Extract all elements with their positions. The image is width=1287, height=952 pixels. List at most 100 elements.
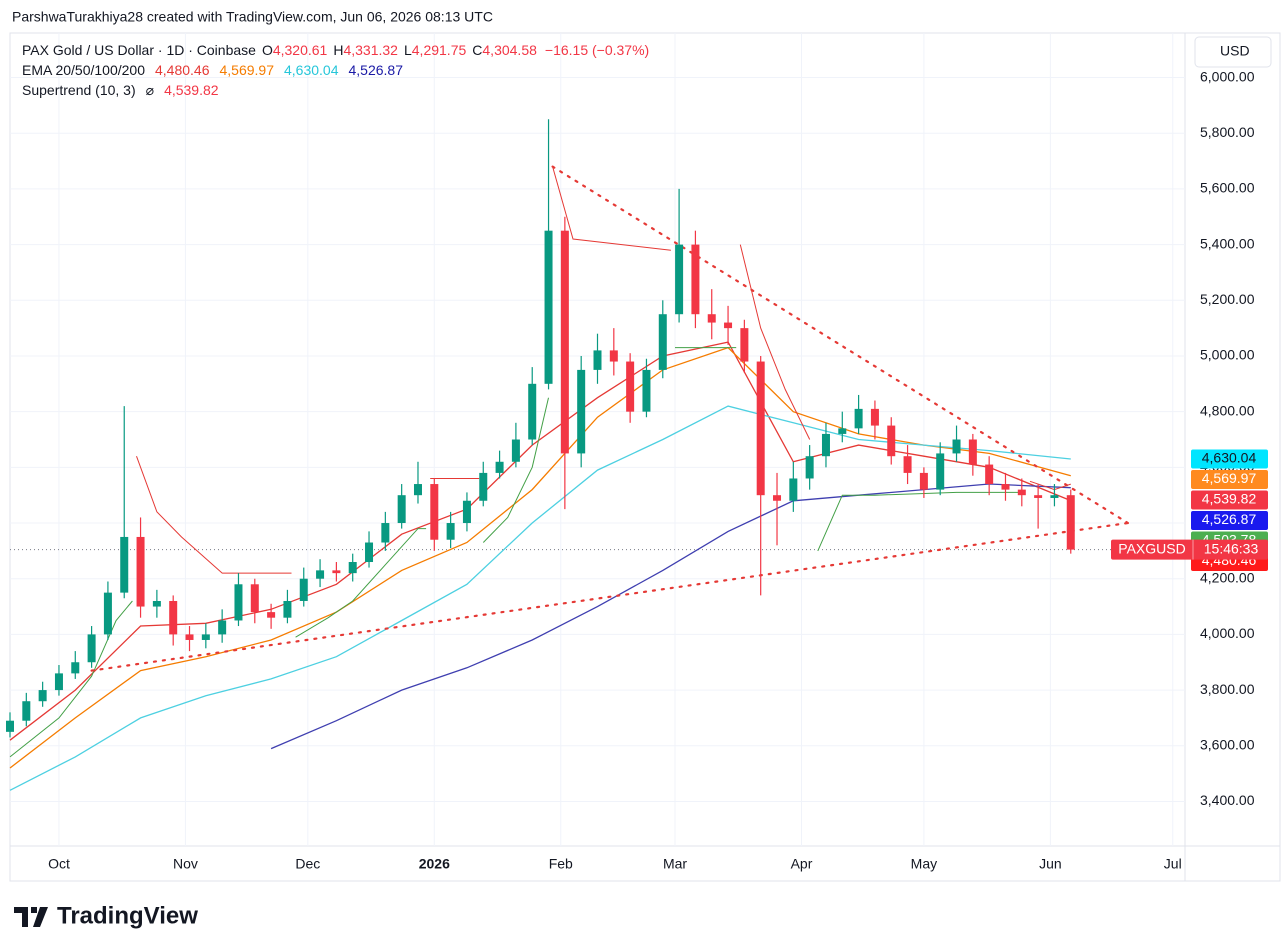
x-tick-label: Jun bbox=[1039, 856, 1062, 872]
candle-body bbox=[462, 500, 471, 524]
ema-line bbox=[9, 405, 1071, 791]
candle-body bbox=[365, 542, 374, 563]
currency-button[interactable] bbox=[1194, 36, 1272, 68]
x-tick-label: Jul bbox=[1164, 856, 1182, 872]
legend-item: PAX Gold / US Dollar · 1D · Coinbase bbox=[22, 42, 256, 58]
price-label-box bbox=[1191, 449, 1268, 469]
candle-body bbox=[593, 350, 602, 370]
legend-item: H bbox=[333, 42, 343, 58]
candle-body bbox=[218, 620, 227, 635]
candle-body bbox=[103, 592, 112, 635]
x-tick-label: Apr bbox=[791, 856, 813, 872]
candle-body bbox=[985, 464, 994, 485]
candle-body bbox=[642, 369, 651, 412]
legend-item: 4,480.46 bbox=[155, 62, 210, 78]
candle-body bbox=[22, 701, 31, 721]
legend-item: EMA 20/50/100/200 bbox=[22, 62, 145, 78]
legend-item: 4,291.75 bbox=[412, 42, 467, 58]
y-tick-label: 5,600.00 bbox=[1200, 180, 1255, 196]
ema-line bbox=[9, 341, 1072, 741]
candle-body bbox=[283, 600, 292, 618]
y-tick-label: 3,600.00 bbox=[1200, 736, 1255, 752]
candle-body bbox=[968, 439, 977, 465]
candle-body bbox=[267, 612, 276, 618]
candle-body bbox=[1066, 495, 1075, 550]
legend-item: C bbox=[472, 42, 482, 58]
credit: ParshwaTurakhiya28 created with TradingV… bbox=[12, 9, 493, 25]
candle-body bbox=[838, 428, 847, 434]
x-tick-label: 2026 bbox=[419, 856, 450, 872]
legend: PAX Gold / US Dollar · 1D · Coinbase O4,3… bbox=[22, 42, 649, 98]
currency[interactable]: USD bbox=[1220, 43, 1250, 59]
candle-body bbox=[919, 472, 928, 490]
y-tick-label: 4,800.00 bbox=[1200, 402, 1255, 418]
candle-body bbox=[152, 600, 161, 607]
y-tick-label: 6,000.00 bbox=[1200, 68, 1255, 84]
candle-body bbox=[413, 484, 422, 496]
candle-body bbox=[740, 328, 749, 362]
candle-body bbox=[544, 230, 553, 384]
candle-body bbox=[936, 453, 945, 490]
candle-body bbox=[952, 439, 961, 454]
candle-body bbox=[773, 495, 782, 501]
candle-body bbox=[1001, 484, 1010, 490]
ema-line bbox=[9, 346, 1071, 769]
legend-item: 4,526.87 bbox=[349, 62, 404, 78]
price-label: 4,539.82 bbox=[1202, 491, 1257, 507]
trendline bbox=[90, 521, 1129, 672]
candle-body bbox=[6, 720, 14, 732]
y-tick-label: 4,000.00 bbox=[1200, 625, 1255, 641]
price-label-box bbox=[1191, 469, 1268, 489]
candle-body bbox=[805, 456, 814, 479]
candle-body bbox=[870, 408, 879, 426]
y-tick-label: 3,400.00 bbox=[1200, 792, 1255, 808]
x-tick-label: Dec bbox=[295, 856, 320, 872]
brand-logo bbox=[14, 907, 48, 927]
legend-item: L bbox=[404, 42, 412, 58]
x-tick-label: Oct bbox=[48, 856, 70, 872]
candle-body bbox=[446, 523, 455, 540]
candle-body bbox=[87, 634, 96, 663]
candle-body bbox=[234, 584, 243, 621]
candle-body bbox=[903, 456, 912, 473]
candle-body bbox=[1034, 495, 1043, 498]
x-tick-label: May bbox=[911, 856, 937, 872]
candle-body bbox=[299, 578, 308, 601]
price-label-box bbox=[1191, 490, 1268, 510]
candle-body bbox=[348, 562, 357, 574]
candle-body bbox=[821, 433, 830, 457]
candle-body bbox=[1017, 489, 1026, 496]
x-tick-label: Nov bbox=[173, 856, 198, 872]
candle-body bbox=[430, 484, 439, 540]
legend-item: 4,539.82 bbox=[164, 82, 219, 98]
legend-item: 4,569.97 bbox=[220, 62, 275, 78]
candle-body bbox=[397, 495, 406, 524]
legend-item: 4,320.61 bbox=[273, 42, 328, 58]
candle-body bbox=[332, 570, 341, 574]
price-label-box bbox=[1191, 510, 1268, 530]
candle-body bbox=[756, 361, 765, 496]
candle-body bbox=[789, 478, 798, 501]
legend-item: ⌀ bbox=[146, 82, 155, 98]
candle-body bbox=[185, 634, 194, 640]
candle-body bbox=[316, 570, 325, 579]
candle-body bbox=[609, 350, 618, 362]
candle-body bbox=[38, 690, 47, 702]
candle-body bbox=[560, 230, 569, 454]
candle-body bbox=[495, 461, 504, 473]
legend-item: 4,630.04 bbox=[284, 62, 339, 78]
price-label: 4,630.04 bbox=[1202, 450, 1257, 466]
x-tick-label: Mar bbox=[663, 856, 687, 872]
legend-item: 4,304.58 bbox=[482, 42, 537, 58]
candle-body bbox=[120, 536, 129, 593]
x-tick-label: Feb bbox=[549, 856, 573, 872]
candle-body bbox=[626, 361, 635, 412]
y-tick-label: 5,800.00 bbox=[1200, 124, 1255, 140]
brand-name: TradingView bbox=[57, 902, 198, 929]
legend-item: −16.15 (−0.37%) bbox=[545, 42, 649, 58]
plot: 3,400.00 3,600.00 3,800.00 4,000.00 4,200.00… bbox=[6, 33, 1268, 872]
candle-body bbox=[724, 322, 733, 329]
last-price-countdown: 15:46:33 bbox=[1204, 540, 1259, 556]
last-price-box bbox=[1111, 539, 1268, 560]
